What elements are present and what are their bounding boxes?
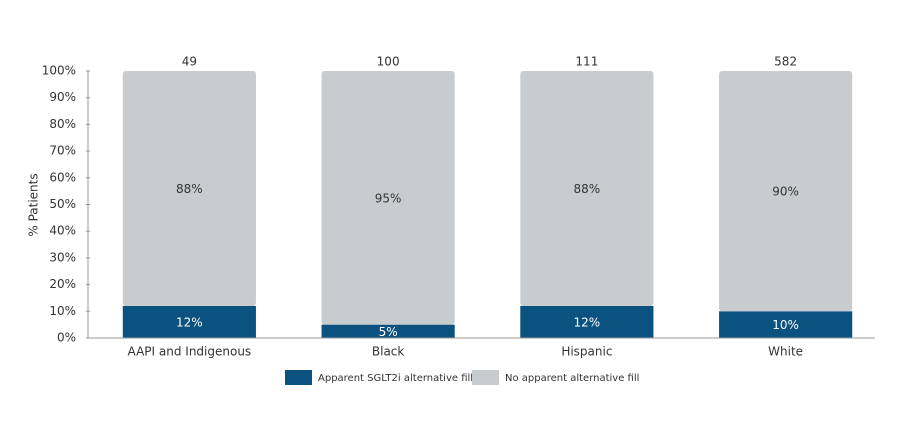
bar-total-label: 111 [575, 55, 598, 69]
y-tick-label: 60% [49, 170, 76, 184]
bar-value-label: 88% [574, 182, 601, 196]
bar-segment [321, 324, 455, 338]
bar-value-label: 12% [176, 315, 203, 329]
bar-segment [321, 71, 455, 325]
legend-swatch [472, 370, 499, 385]
y-tick-label: 70% [49, 144, 76, 158]
y-axis-label: % Patients [27, 173, 41, 236]
bar-segment [520, 71, 654, 306]
legend-label: No apparent alternative fill [505, 373, 639, 384]
x-tick-label: White [768, 345, 803, 359]
bar-value-label: 12% [574, 315, 601, 329]
legend-swatch [285, 370, 312, 385]
bar-total-label: 582 [774, 55, 797, 69]
bar-segment [122, 305, 256, 338]
bar-value-label: 95% [375, 191, 402, 205]
bar-total-label: 100 [377, 55, 400, 69]
y-tick-label: 100% [42, 64, 76, 78]
bar-value-label: 88% [176, 182, 203, 196]
bar-segment [520, 305, 654, 338]
y-tick-label: 0% [57, 331, 76, 345]
bar-segment [719, 311, 853, 338]
y-tick-label: 10% [49, 304, 76, 318]
y-tick-label: 20% [49, 277, 76, 291]
y-tick-label: 90% [49, 90, 76, 104]
x-tick-label: Hispanic [561, 345, 612, 359]
bar-segment [122, 71, 256, 306]
bar-value-label: 10% [772, 318, 799, 332]
bar-value-label: 5% [379, 325, 398, 339]
y-tick-label: 30% [49, 250, 76, 264]
x-tick-label: Black [372, 345, 405, 359]
x-tick-label: AAPI and Indigenous [128, 345, 252, 359]
y-tick-label: 40% [49, 224, 76, 238]
bar-segment [719, 71, 853, 312]
y-tick-label: 80% [49, 117, 76, 131]
bar-value-label: 90% [772, 185, 799, 199]
legend-label: Apparent SGLT2i alternative fill [318, 373, 473, 384]
y-tick-label: 50% [49, 197, 76, 211]
bar-total-label: 49 [182, 55, 197, 69]
